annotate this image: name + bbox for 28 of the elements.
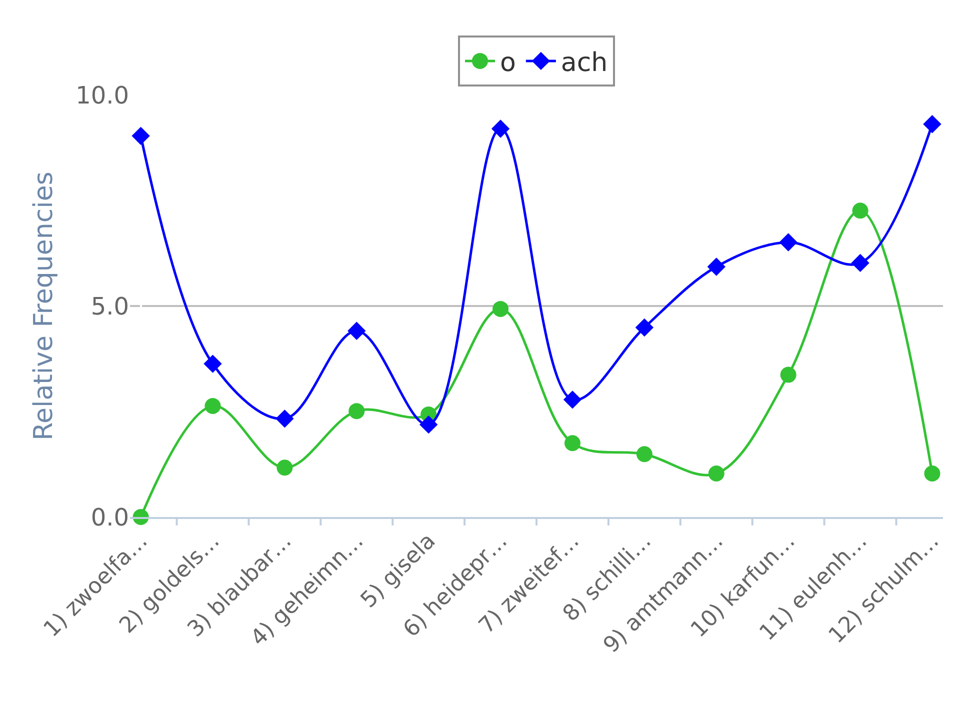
point	[708, 466, 724, 482]
point	[923, 115, 942, 134]
point	[852, 202, 868, 219]
point	[492, 300, 509, 317]
point	[635, 318, 654, 337]
point	[132, 126, 150, 146]
point	[563, 390, 582, 409]
point	[851, 254, 870, 272]
point	[276, 410, 294, 428]
y-axis-title: Relative Frequencies	[28, 172, 59, 440]
point	[204, 354, 222, 373]
point	[204, 398, 221, 414]
y-tick-label: 10.0	[76, 81, 129, 110]
point	[419, 415, 438, 434]
y-tick-label: 5.0	[90, 292, 129, 320]
point	[348, 322, 366, 340]
point	[924, 466, 940, 482]
point	[780, 366, 796, 383]
point	[491, 120, 510, 138]
point	[636, 446, 652, 462]
legend-label: o	[500, 48, 516, 78]
point	[348, 403, 365, 420]
point	[707, 258, 726, 276]
point	[779, 233, 798, 252]
point	[276, 460, 293, 476]
point	[564, 435, 580, 452]
y-tick-label: 0.0	[90, 503, 129, 532]
legend-label: ach	[560, 48, 608, 78]
